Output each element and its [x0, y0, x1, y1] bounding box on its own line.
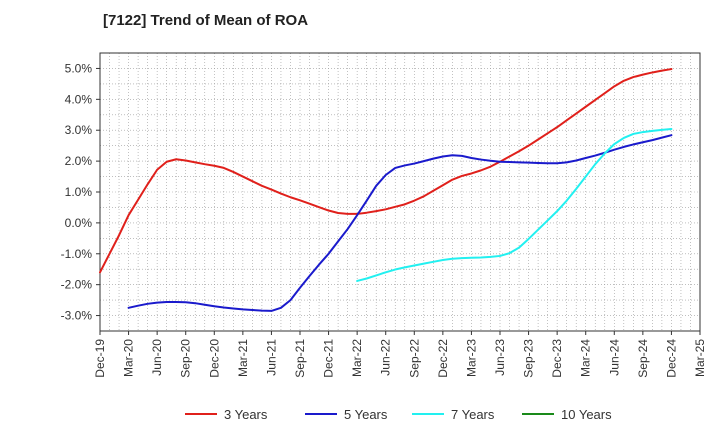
- x-tick-label: Mar-20: [122, 339, 136, 377]
- x-tick-label: Dec-23: [550, 339, 564, 378]
- y-tick-label: 2.0%: [65, 154, 93, 168]
- y-tick-label: -2.0%: [61, 278, 93, 292]
- legend-label-5-years: 5 Years: [344, 407, 388, 422]
- x-tick-label: Jun-20: [150, 339, 164, 376]
- x-tick-label: Dec-20: [207, 339, 221, 378]
- legend-label-10-years: 10 Years: [561, 407, 612, 422]
- x-tick-label: Dec-24: [664, 339, 678, 378]
- x-tick-label: Jun-22: [379, 339, 393, 376]
- legend-label-3-years: 3 Years: [224, 407, 268, 422]
- x-tick-label: Sep-21: [293, 339, 307, 378]
- y-tick-label: 3.0%: [65, 123, 93, 137]
- y-tick-label: 0.0%: [65, 216, 93, 230]
- x-tick-label: Mar-24: [579, 339, 593, 377]
- series-line-3-years: [99, 68, 673, 274]
- x-tick-label: Sep-22: [407, 339, 421, 378]
- series-line-5-years: [127, 134, 673, 312]
- x-tick-label: Mar-23: [464, 339, 478, 377]
- x-tick-label: Jun-23: [493, 339, 507, 376]
- x-tick-label: Mar-25: [693, 339, 707, 377]
- series-line-7-years: [356, 127, 673, 282]
- x-tick-label: Sep-24: [636, 339, 650, 378]
- x-tick-label: Mar-22: [350, 339, 364, 377]
- y-tick-label: -1.0%: [61, 247, 93, 261]
- x-tick-label: Dec-21: [322, 339, 336, 378]
- x-tick-label: Mar-21: [236, 339, 250, 377]
- legend-label-7-years: 7 Years: [451, 407, 495, 422]
- y-tick-label: 1.0%: [65, 185, 93, 199]
- y-tick-label: 5.0%: [65, 61, 93, 75]
- x-tick-label: Sep-20: [179, 339, 193, 378]
- x-tick-label: Dec-22: [436, 339, 450, 378]
- x-tick-label: Jun-24: [607, 339, 621, 376]
- x-tick-label: Jun-21: [264, 339, 278, 376]
- x-tick-label: Dec-19: [93, 339, 107, 378]
- x-tick-label: Sep-23: [522, 339, 536, 378]
- chart-title: [7122] Trend of Mean of ROA: [103, 12, 309, 29]
- y-tick-label: 4.0%: [65, 92, 93, 106]
- y-tick-label: -3.0%: [61, 309, 93, 323]
